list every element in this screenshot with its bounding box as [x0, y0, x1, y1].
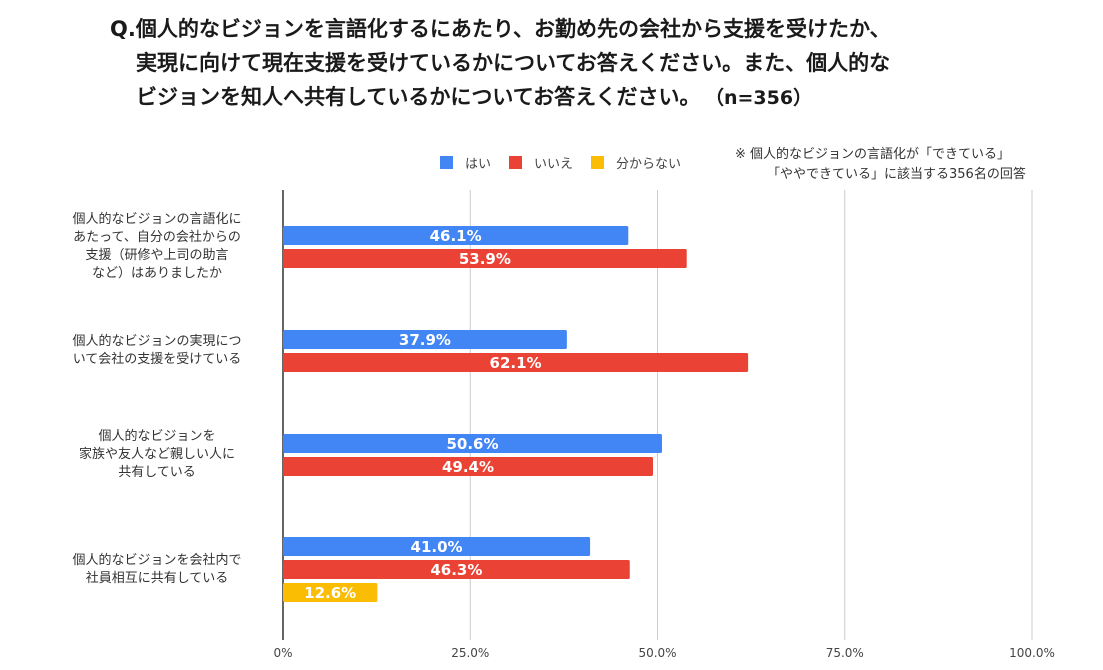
bar-yes: [283, 537, 591, 556]
chart-title: Q.個人的なビジョンを言語化するにあたり、お勤め先の会社から支援を受けたか、 実…: [110, 12, 1010, 115]
bar-no: [283, 353, 749, 372]
category-label-line: あたって、自分の会社からの: [73, 230, 241, 245]
legend-swatch: [591, 156, 605, 169]
bar-yes: [283, 226, 629, 245]
title-line-3: ビジョンを知人へ共有しているかについてお答えください。 （n=356）: [110, 80, 1010, 115]
bar-no: [283, 560, 630, 579]
bar-value-label: 46.1%: [430, 227, 482, 245]
bar-value-label: 53.9%: [459, 250, 511, 268]
category-label-line: 支援（研修や上司の助言: [85, 248, 229, 263]
sample-size: （n=356）: [714, 87, 813, 109]
legend-label: 分からない: [616, 157, 682, 172]
category-label-line: 個人的なビジョンを: [98, 429, 216, 444]
bar-yes: [283, 330, 567, 349]
note-line-2: 「ややできている」に該当する356名の回答: [767, 167, 1026, 182]
category-label-line: 社員相互に共有している: [85, 570, 229, 586]
legend-label: いいえ: [534, 157, 574, 172]
bar-yes: [283, 434, 662, 453]
x-tick-label: 50.0%: [638, 646, 676, 660]
bar-value-label: 46.3%: [430, 561, 482, 579]
respondent-note: ※ 個人的なビジョンの言語化が「できている」 「ややできている」に該当する356…: [735, 145, 1026, 185]
legend-item: 分からない: [591, 153, 681, 172]
category-label: 個人的なビジョンを会社内で 社員相互に共有している: [62, 552, 252, 588]
legend-item: いいえ: [509, 153, 573, 172]
legend-swatch: [509, 156, 523, 169]
note-line-1: ※ 個人的なビジョンの言語化が「できている」: [735, 147, 1011, 162]
category-label: 個人的なビジョンの実現につ いて会社の支援を受けている: [62, 333, 252, 369]
bar-unknown: [283, 583, 378, 602]
category-label: 個人的なビジョンを家族や友人など親しい人に 共有している: [62, 428, 252, 482]
category-label-line: 個人的なビジョンの実現につ: [72, 334, 242, 349]
category-label-line: など）はありましたか: [91, 266, 222, 281]
x-tick-label: 75.0%: [826, 646, 864, 660]
title-line-3-text: ビジョンを知人へ共有しているかについてお答えください。: [136, 85, 701, 109]
legend-swatch: [440, 156, 453, 169]
legend: はい いいえ 分からない: [440, 153, 681, 172]
x-tick-label: 100.0%: [1009, 646, 1055, 660]
bar-no: [283, 249, 687, 268]
legend-item: はい: [440, 153, 491, 172]
category-label-line: 個人的なビジョンの言語化に: [72, 212, 242, 227]
category-label: 個人的なビジョンの言語化に あたって、自分の会社からの 支援（研修や上司の助言 など）…: [62, 211, 252, 283]
category-label-line: 個人的なビジョンを会社内で: [72, 552, 242, 568]
bar-value-label: 49.4%: [442, 458, 494, 476]
x-tick-label: 25.0%: [451, 646, 489, 660]
category-label-line: 共有している: [118, 465, 196, 480]
title-line-1: Q.個人的なビジョンを言語化するにあたり、お勤め先の会社から支援を受けたか、: [110, 17, 891, 41]
bar-value-label: 62.1%: [490, 354, 542, 372]
category-label-line: いて会社の支援を受けている: [72, 352, 242, 367]
legend-label: はい: [465, 157, 492, 172]
bar-no: [283, 457, 654, 476]
bar-value-label: 50.6%: [446, 435, 498, 453]
bar-value-label: 41.0%: [411, 538, 463, 556]
title-line-2: 実現に向けて現在支援を受けているかについてお答えください。また、個人的な: [136, 51, 891, 75]
bar-value-label: 12.6%: [304, 584, 356, 602]
category-label-line: 家族や友人など親しい人に: [78, 447, 235, 462]
bar-value-label: 37.9%: [399, 331, 451, 349]
x-tick-label: 0%: [273, 646, 292, 660]
